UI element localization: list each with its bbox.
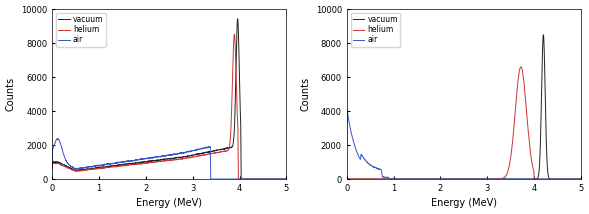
air (573, 178, 580, 180)
helium (577, 178, 584, 180)
X-axis label: Energy (MeV): Energy (MeV) (136, 198, 202, 208)
air (444, 178, 451, 180)
vacuum (253, 178, 260, 180)
air (386, 178, 393, 180)
air (343, 143, 350, 145)
helium (253, 178, 260, 180)
helium (75, 170, 82, 172)
air (148, 156, 155, 159)
vacuum (577, 178, 584, 180)
air (207, 178, 214, 180)
helium (235, 178, 242, 180)
helium (49, 168, 56, 171)
air (253, 178, 260, 180)
helium (90, 168, 97, 171)
vacuum (573, 178, 580, 180)
air (90, 165, 97, 168)
helium (443, 178, 450, 180)
vacuum (343, 178, 350, 180)
Line: air: air (52, 139, 286, 179)
air (283, 178, 290, 180)
helium (343, 178, 350, 180)
helium (548, 178, 555, 180)
X-axis label: Energy (MeV): Energy (MeV) (431, 198, 497, 208)
helium (517, 66, 524, 68)
vacuum (90, 167, 97, 170)
vacuum (384, 178, 391, 180)
vacuum (49, 167, 56, 170)
air (577, 178, 584, 180)
helium (433, 178, 440, 180)
helium (573, 178, 580, 180)
Line: vacuum: vacuum (347, 35, 581, 179)
air (384, 176, 391, 179)
Legend: vacuum, helium, air: vacuum, helium, air (56, 13, 105, 47)
helium (384, 178, 391, 180)
Line: air: air (347, 110, 581, 179)
vacuum (548, 178, 555, 180)
vacuum (75, 169, 82, 172)
air (54, 137, 61, 140)
helium (231, 33, 238, 36)
helium (148, 161, 155, 163)
vacuum (279, 178, 286, 180)
vacuum (370, 178, 377, 180)
air (343, 108, 350, 111)
Y-axis label: Counts: Counts (300, 77, 310, 111)
Line: helium: helium (52, 34, 286, 179)
vacuum (148, 159, 155, 162)
Line: helium: helium (347, 67, 581, 179)
Line: vacuum: vacuum (52, 19, 286, 179)
vacuum (433, 178, 440, 180)
helium (279, 178, 286, 180)
Y-axis label: Counts: Counts (5, 77, 15, 111)
vacuum (237, 178, 244, 180)
vacuum (540, 33, 547, 36)
air (433, 178, 440, 180)
helium (283, 178, 290, 180)
air (75, 167, 82, 170)
helium (370, 178, 377, 180)
air (370, 166, 377, 168)
air (138, 158, 145, 161)
air (49, 161, 56, 163)
vacuum (234, 17, 241, 20)
helium (138, 163, 145, 165)
vacuum (138, 161, 145, 163)
vacuum (283, 178, 290, 180)
air (548, 178, 555, 180)
vacuum (443, 178, 450, 180)
air (279, 178, 286, 180)
Legend: vacuum, helium, air: vacuum, helium, air (350, 13, 400, 47)
